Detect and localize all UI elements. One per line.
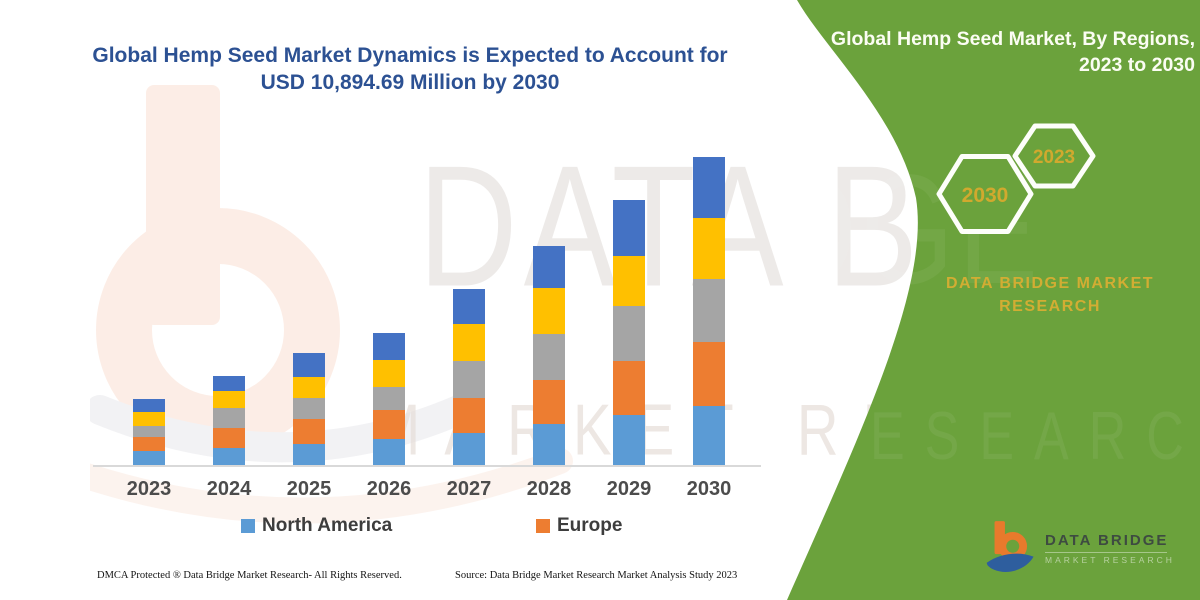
bar-segment — [133, 399, 165, 412]
bar-segment — [453, 361, 485, 398]
chart-title-line2: USD 10,894.69 Million by 2030 — [260, 71, 560, 94]
hexagon-label-2023: 2023 — [1033, 147, 1075, 168]
bar-segment — [533, 424, 565, 466]
x-axis-label: 2026 — [366, 478, 412, 500]
bar-segment — [693, 157, 725, 218]
bar-segment — [373, 439, 405, 466]
x-axis-label: 2029 — [606, 478, 652, 500]
bar-segment — [213, 448, 245, 466]
bar-segment — [373, 360, 405, 387]
hexagons-icon: 2030 2023 — [936, 123, 1096, 234]
bar-segment — [133, 451, 165, 466]
bar-stack-2024 — [213, 376, 245, 466]
bar-stack-2028 — [533, 246, 565, 466]
bar-segment — [693, 218, 725, 279]
bar-segment — [373, 387, 405, 410]
footer-dmca-text: DMCA Protected ® Data Bridge Market Rese… — [97, 570, 402, 581]
bar-stack-2026 — [373, 333, 405, 466]
legend-label: North America — [262, 515, 393, 536]
side-panel: DGE ESEARCH Global Hemp Seed Market, By … — [740, 0, 1200, 600]
databridge-logo: DATA BRIDGE MARKET RESEARCH — [985, 518, 1175, 578]
bar-segment — [613, 361, 645, 415]
legend-item-north-america: North America — [241, 515, 392, 537]
bar-stack-2025 — [293, 353, 325, 466]
logo-title: DATA BRIDGE — [1045, 532, 1169, 549]
bar-stack-2023 — [133, 399, 165, 466]
bar-segment — [613, 200, 645, 256]
bar-stack-2029 — [613, 200, 645, 466]
brand-line2: RESEARCH — [999, 298, 1101, 315]
brand-line1: DATA BRIDGE MARKET — [945, 275, 1155, 292]
logo-texts: DATA BRIDGE MARKET RESEARCH — [1045, 518, 1175, 565]
hexagon-label-2030: 2030 — [962, 184, 1009, 207]
side-panel-title: Global Hemp Seed Market, By Regions, 202… — [795, 26, 1195, 78]
bar-segment — [133, 437, 165, 451]
bar-segment — [453, 433, 485, 466]
databridge-logo-icon — [986, 521, 1034, 572]
bar-segment — [293, 353, 325, 377]
bar-segment — [213, 408, 245, 428]
bar-segment — [693, 342, 725, 406]
bar-segment — [213, 428, 245, 448]
bar-segment — [453, 398, 485, 433]
legend-label: Europe — [557, 515, 623, 536]
x-axis-label: 2030 — [686, 478, 732, 500]
bar-segment — [293, 398, 325, 419]
hexagon-2023-icon — [1012, 123, 1096, 189]
bar-stack-2030 — [693, 157, 725, 466]
green-panel-shape — [787, 0, 1200, 600]
bar-segment — [693, 406, 725, 466]
bar-segment — [293, 419, 325, 444]
green-watermark-letters: ESEARCH — [870, 399, 1200, 475]
bar-stack-2027 — [453, 289, 485, 466]
side-panel-title-line2: 2023 to 2030 — [1078, 54, 1195, 76]
bar-segment — [373, 333, 405, 360]
legend-item-europe: Europe — [536, 515, 622, 537]
bar-segment — [213, 391, 245, 408]
footer-source-text: Source: Data Bridge Market Research Mark… — [455, 570, 738, 581]
bar-segment — [373, 410, 405, 439]
bar-segment — [533, 246, 565, 288]
bar-segment — [613, 256, 645, 306]
bar-segment — [533, 380, 565, 424]
chart-legend: North America Europe — [0, 515, 760, 541]
side-panel-title-line1: Global Hemp Seed Market, By Regions, — [830, 28, 1195, 50]
bar-segment — [293, 444, 325, 466]
legend-swatch-europe-icon — [536, 519, 550, 533]
chart-title-line1: Global Hemp Seed Market Dynamics is Expe… — [92, 44, 728, 67]
bar-segment — [453, 289, 485, 324]
chart-title: Global Hemp Seed Market Dynamics is Expe… — [60, 42, 760, 96]
bar-segment — [613, 415, 645, 466]
x-axis-label: 2024 — [206, 478, 252, 500]
logo-subtitle: MARKET RESEARCH — [1045, 555, 1175, 565]
hexagon-2030-icon — [936, 154, 1034, 234]
brand-wordmark: DATA BRIDGE MARKET RESEARCH — [870, 272, 1200, 318]
bar-segment — [133, 426, 165, 437]
x-axis-label: 2027 — [446, 478, 492, 500]
bar-segment — [133, 412, 165, 426]
x-axis-labels: 2023 2024 2025 2026 2027 2028 2029 2030 — [95, 478, 759, 504]
bar-segment — [213, 376, 245, 391]
bar-segment — [293, 377, 325, 398]
legend-swatch-north-america-icon — [241, 519, 255, 533]
bar-segment — [613, 306, 645, 361]
x-axis-label: 2023 — [126, 478, 172, 500]
bar-segment — [693, 279, 725, 342]
logo-divider — [1045, 552, 1167, 553]
x-axis-line — [93, 465, 761, 467]
x-axis-label: 2028 — [526, 478, 572, 500]
bar-segment — [533, 288, 565, 334]
bar-chart — [95, 146, 759, 466]
bar-segment — [453, 324, 485, 361]
bar-segment — [533, 334, 565, 380]
x-axis-label: 2025 — [286, 478, 332, 500]
